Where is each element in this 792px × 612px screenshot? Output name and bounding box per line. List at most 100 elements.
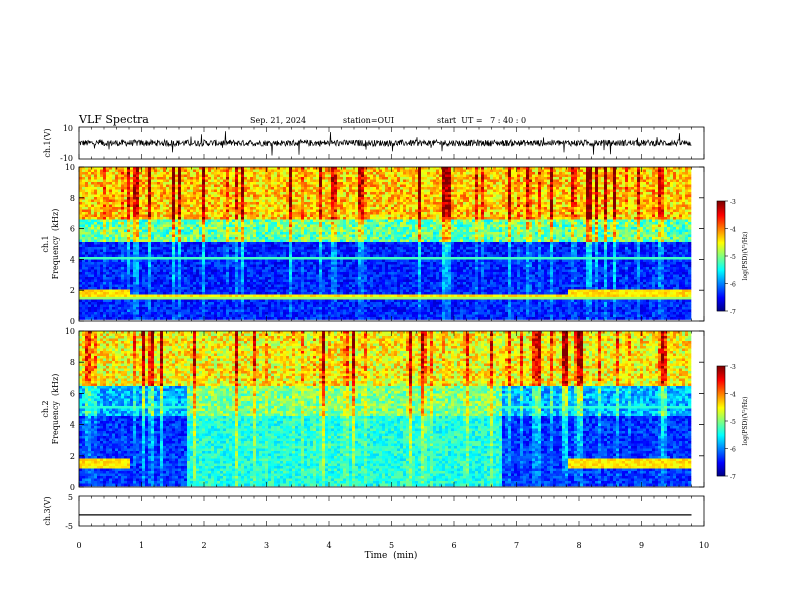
spectrogram-cell bbox=[127, 272, 131, 275]
spectrogram-cell bbox=[124, 177, 128, 180]
spectrogram-cell bbox=[271, 294, 275, 298]
spectrogram-cell bbox=[85, 182, 89, 185]
spectrogram-cell bbox=[175, 182, 179, 185]
spectrogram-cell bbox=[136, 227, 140, 230]
spectrogram-cell bbox=[184, 209, 188, 213]
spectrogram-cell bbox=[94, 194, 98, 198]
spectrogram-cell bbox=[244, 254, 248, 258]
spectrogram-cell bbox=[88, 207, 92, 210]
spectrogram-cell bbox=[184, 234, 188, 238]
spectrogram-cell bbox=[100, 297, 104, 300]
spectrogram-cell bbox=[214, 234, 218, 238]
spectrogram-cell bbox=[298, 262, 302, 265]
spectrogram-cell bbox=[109, 272, 113, 275]
spectrogram-cell bbox=[112, 269, 116, 273]
spectrogram-cell bbox=[226, 279, 230, 283]
spectrogram-cell bbox=[118, 284, 122, 288]
spectrogram-cell bbox=[121, 262, 125, 265]
spectrogram-cell bbox=[241, 309, 245, 313]
spectrogram-cell bbox=[127, 302, 131, 305]
spectrogram-cell bbox=[283, 309, 287, 313]
spectrogram-cell bbox=[181, 282, 185, 285]
spectrogram-cell bbox=[163, 234, 167, 238]
spectrogram-cell bbox=[145, 217, 149, 220]
spectrogram-cell bbox=[265, 274, 269, 278]
spectrogram-cell bbox=[214, 259, 218, 263]
spectrogram-cell bbox=[145, 179, 149, 183]
spectrogram-cell bbox=[172, 222, 176, 225]
spectrogram-cell bbox=[142, 234, 146, 238]
spectrogram-cell bbox=[118, 237, 122, 240]
spectrogram-cell bbox=[295, 277, 299, 280]
spectrogram-cell bbox=[274, 317, 278, 320]
spectrogram-cell bbox=[109, 202, 113, 205]
spectrogram-cell bbox=[151, 207, 155, 210]
spectrogram-cell bbox=[229, 222, 233, 225]
spectrogram-cell bbox=[166, 237, 170, 240]
spectrogram-cell bbox=[109, 232, 113, 235]
spectrogram-cell bbox=[151, 302, 155, 305]
spectrogram-cell bbox=[229, 179, 233, 183]
spectrogram-cell bbox=[148, 252, 152, 255]
spectrogram-cell bbox=[175, 237, 179, 240]
spectrogram-cell bbox=[316, 204, 320, 208]
spectrogram-cell bbox=[100, 207, 104, 210]
spectrogram-cell bbox=[301, 194, 305, 198]
spectrogram-cell bbox=[121, 314, 125, 318]
spectrogram-cell bbox=[322, 244, 326, 248]
spectrogram-cell bbox=[310, 209, 314, 213]
spectrogram-cell bbox=[268, 302, 272, 305]
spectrogram-cell bbox=[259, 297, 263, 300]
ch1-ytick-bottom: -10 bbox=[60, 154, 73, 163]
spectrogram-cell bbox=[193, 302, 197, 305]
spectrogram-cell bbox=[85, 194, 89, 198]
spectrogram-cell bbox=[130, 169, 134, 173]
spectrogram-cell bbox=[265, 219, 269, 223]
spectrogram-cell bbox=[313, 167, 317, 170]
spectrogram-cell bbox=[232, 199, 236, 203]
spectrogram-cell bbox=[154, 297, 158, 300]
spectrogram-cell bbox=[79, 217, 83, 220]
spectrogram-cell bbox=[124, 189, 128, 193]
spectrogram-cell bbox=[214, 269, 218, 273]
spectrogram-cell bbox=[322, 194, 326, 198]
spectrogram-cell bbox=[274, 237, 278, 240]
ch1-ytick-top: 10 bbox=[63, 124, 73, 133]
spectrogram-cell bbox=[280, 169, 284, 173]
spectrogram-cell bbox=[319, 229, 323, 233]
spectrogram-cell bbox=[193, 254, 197, 258]
spectrogram-cell bbox=[277, 249, 281, 253]
spectrogram-cell bbox=[235, 264, 239, 268]
spectrogram-cell bbox=[277, 307, 281, 310]
spectrogram-cell bbox=[223, 174, 227, 178]
spectrogram-cell bbox=[148, 244, 152, 248]
spectrogram-cell bbox=[118, 269, 122, 273]
spectrogram-cell bbox=[118, 192, 122, 195]
spectrogram-cell bbox=[97, 189, 101, 193]
spectrogram-cell bbox=[193, 242, 197, 245]
spectrogram-cell bbox=[118, 312, 122, 315]
spectrogram-cell bbox=[190, 242, 194, 245]
spectrogram-cell bbox=[265, 237, 269, 240]
spectrogram-cell bbox=[289, 252, 293, 255]
spectrogram-cell bbox=[118, 277, 122, 280]
spectrogram-cell bbox=[109, 177, 113, 180]
spectrogram-cell bbox=[280, 237, 284, 240]
spectrogram-cell bbox=[154, 257, 158, 260]
spectrogram-cell bbox=[223, 294, 227, 298]
spectrogram-cell bbox=[214, 247, 218, 250]
spectrogram-cell bbox=[313, 212, 317, 215]
spectrogram-cell bbox=[253, 169, 257, 173]
spectrogram-cell bbox=[88, 279, 92, 283]
spectrogram-cell bbox=[286, 202, 290, 205]
spectrogram-cell bbox=[142, 262, 146, 265]
spectrogram-cell bbox=[136, 207, 140, 210]
spectrogram-cell bbox=[280, 247, 284, 250]
spectrogram-cell bbox=[193, 182, 197, 185]
spectrogram-cell bbox=[229, 292, 233, 295]
spectrogram-cell bbox=[232, 257, 236, 260]
spectrogram-cell bbox=[271, 179, 275, 183]
spectrogram-cell bbox=[154, 269, 158, 273]
spectrogram-cell bbox=[253, 224, 257, 228]
spectrogram-cell bbox=[316, 257, 320, 260]
